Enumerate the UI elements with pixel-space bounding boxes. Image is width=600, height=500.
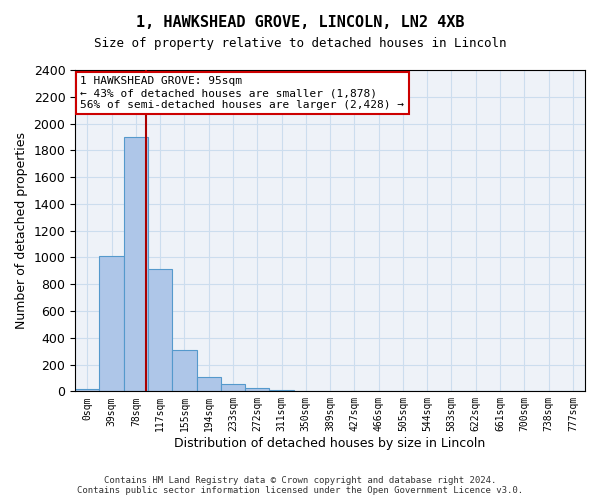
Bar	[124, 137, 148, 392]
Bar	[148, 270, 172, 392]
Bar	[197, 378, 221, 392]
Bar	[269, 390, 293, 392]
Bar	[100, 256, 124, 392]
Text: Contains HM Land Registry data © Crown copyright and database right 2024.
Contai: Contains HM Land Registry data © Crown c…	[77, 476, 523, 495]
Bar	[172, 350, 197, 392]
Text: 1 HAWKSHEAD GROVE: 95sqm
← 43% of detached houses are smaller (1,878)
56% of sem: 1 HAWKSHEAD GROVE: 95sqm ← 43% of detach…	[80, 76, 404, 110]
Bar	[221, 384, 245, 392]
Y-axis label: Number of detached properties: Number of detached properties	[15, 132, 28, 329]
Text: Size of property relative to detached houses in Lincoln: Size of property relative to detached ho…	[94, 38, 506, 51]
Bar	[75, 390, 100, 392]
Text: 1, HAWKSHEAD GROVE, LINCOLN, LN2 4XB: 1, HAWKSHEAD GROVE, LINCOLN, LN2 4XB	[136, 15, 464, 30]
Bar	[245, 388, 269, 392]
X-axis label: Distribution of detached houses by size in Lincoln: Distribution of detached houses by size …	[175, 437, 486, 450]
